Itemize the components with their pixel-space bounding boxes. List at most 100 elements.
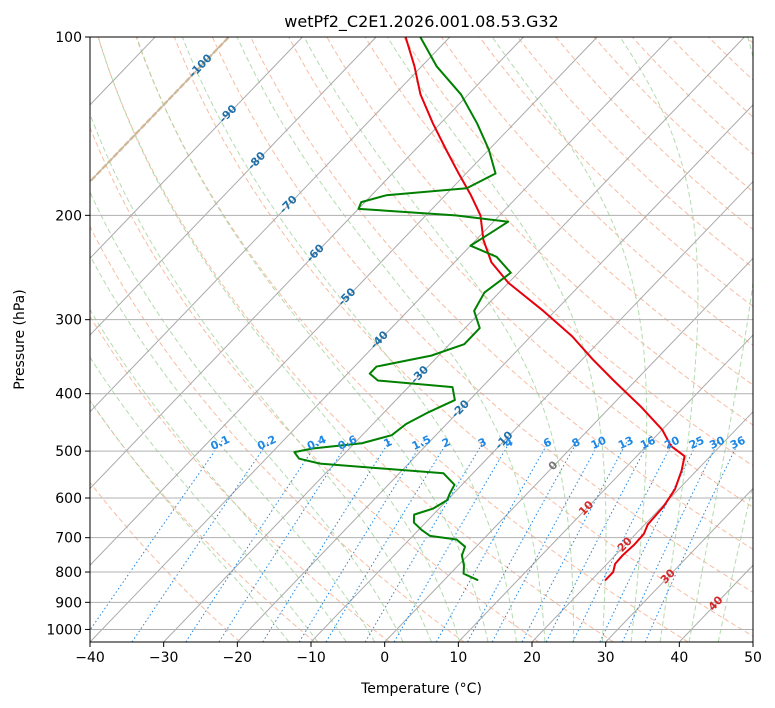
mixing-ratio-label: 0.4 — [305, 433, 328, 453]
x-axis-label: Temperature (°C) — [360, 681, 482, 697]
moist-adiabat-line — [619, 37, 699, 642]
background-lines — [0, 37, 753, 642]
mixing-ratio-label: 1.5 — [410, 433, 433, 453]
mixing-ratio-label: 6 — [541, 435, 554, 450]
x-tick-label: 20 — [523, 650, 541, 666]
y-tick-label: 300 — [55, 313, 82, 329]
moist-adiabat-line — [717, 482, 753, 642]
isotherm-line — [531, 411, 753, 642]
dry-adiabat-line — [479, 37, 753, 307]
isotherm-line — [752, 641, 753, 642]
moist-adiabat-line — [181, 37, 517, 642]
moist-adiabat-line — [491, 37, 648, 642]
moist-adiabat-line — [387, 37, 607, 642]
moist-adiabat-line — [236, 37, 546, 642]
isotherm-line — [163, 37, 745, 642]
mixing-ratio-line — [572, 440, 675, 642]
isotherm-line — [457, 334, 753, 642]
y-tick-label: 200 — [55, 208, 82, 224]
x-tick-label: 40 — [670, 650, 688, 666]
dry-adiabat-line — [90, 400, 316, 642]
dry-adiabat-line — [746, 37, 753, 44]
mixing-ratio-line — [218, 440, 350, 642]
x-tick-label: −10 — [296, 650, 326, 666]
temperature-line — [404, 37, 686, 581]
dry-adiabat-line — [90, 481, 241, 642]
dry-adiabat-line — [708, 37, 753, 81]
mixing-ratio-label: 36 — [728, 434, 748, 452]
y-tick-label: 100 — [55, 30, 82, 46]
dry-adiabat-line — [326, 37, 753, 467]
isotherm-line — [0, 37, 8, 642]
mixing-ratio-line — [644, 440, 740, 642]
dry-adiabat-line — [631, 37, 753, 155]
y-tick-label: 800 — [55, 565, 82, 581]
isotherm-line — [236, 104, 753, 642]
mixing-ratio-line — [364, 440, 485, 642]
y-tick-label: 900 — [55, 595, 82, 611]
isotherm-line — [678, 564, 753, 642]
y-tick-label: 700 — [55, 531, 82, 547]
y-tick-label: 400 — [55, 387, 82, 403]
mixing-ratio-label: 0.1 — [209, 433, 232, 453]
dry-adiabat-line — [250, 37, 753, 550]
isotherm-line — [90, 37, 230, 183]
dry-adiabat-line — [97, 37, 614, 642]
isotherm-line — [605, 487, 753, 642]
y-tick-label: 600 — [55, 491, 82, 507]
mixing-ratio-line — [325, 440, 449, 642]
mixing-ratio-label: 20 — [662, 434, 682, 452]
mixing-ratio-label: 10 — [589, 434, 609, 452]
dry-adiabat-line — [90, 315, 390, 642]
isotherm-line — [90, 37, 672, 642]
mixing-ratio-line — [90, 440, 223, 631]
dry-adiabat-line — [402, 37, 753, 386]
x-tick-label: 0 — [380, 650, 389, 666]
mixing-ratio-line — [298, 440, 424, 642]
mixing-ratio-label: 13 — [616, 434, 635, 452]
mixing-ratio-label: 30 — [707, 434, 727, 452]
mixing-ratio-label: 2 — [440, 435, 452, 450]
dry-adiabat-line — [364, 37, 753, 426]
x-tick-label: −20 — [223, 650, 253, 666]
moist-adiabat-line — [97, 37, 461, 642]
dry-adiabat-line — [135, 37, 689, 642]
mixing-ratio-line — [393, 440, 512, 642]
isotherm-line — [384, 257, 753, 642]
mixing-ratio-line — [185, 440, 320, 642]
mixing-ratio-line — [491, 440, 601, 642]
moist-adiabat-line — [90, 308, 347, 642]
moist-adiabat-line — [303, 37, 575, 642]
moist-adiabat-line — [90, 356, 319, 642]
mixing-ratio-line — [435, 440, 550, 642]
dewpoint-line — [293, 37, 512, 581]
mixing-ratio-line — [467, 440, 579, 642]
x-tick-label: 10 — [449, 650, 467, 666]
dry-adiabat-line — [440, 37, 753, 346]
mixing-ratio-label: 0.6 — [336, 433, 359, 453]
x-tick-label: −30 — [149, 650, 179, 666]
isotherm-line — [90, 37, 598, 566]
y-tick-label: 500 — [55, 444, 82, 460]
isotherm-line — [90, 37, 451, 413]
mixing-ratio-line — [131, 440, 270, 642]
moist-adiabat-line — [688, 37, 753, 642]
mixing-ratio-line — [262, 440, 391, 642]
line-labels: -100-90-80-70-60-50-40-30-20-10010203040… — [186, 51, 748, 613]
chart-title: wetPf2_C2E1.2026.001.08.53.G32 — [284, 12, 558, 32]
pressure-gridlines — [90, 36, 753, 630]
isotherm-line — [90, 37, 524, 490]
mixing-ratio-line — [599, 440, 699, 642]
y-axis-ticks: 100 200 300 400 500 600 700 800 900 1000 — [46, 30, 90, 638]
moist-adiabat-line — [136, 37, 489, 642]
dry-adiabat-line — [90, 126, 540, 642]
moist-adiabat-line — [90, 399, 290, 642]
mixing-ratio-label: 16 — [638, 434, 658, 452]
mixing-ratio-label: 25 — [687, 434, 706, 452]
x-axis-ticks: −40 −30 −20 −10 0 10 20 30 40 50 — [75, 642, 762, 666]
dry-adiabat-line — [288, 37, 753, 508]
x-tick-label: 30 — [597, 650, 615, 666]
moist-adiabat-line — [90, 191, 404, 642]
x-tick-label: 50 — [744, 650, 762, 666]
